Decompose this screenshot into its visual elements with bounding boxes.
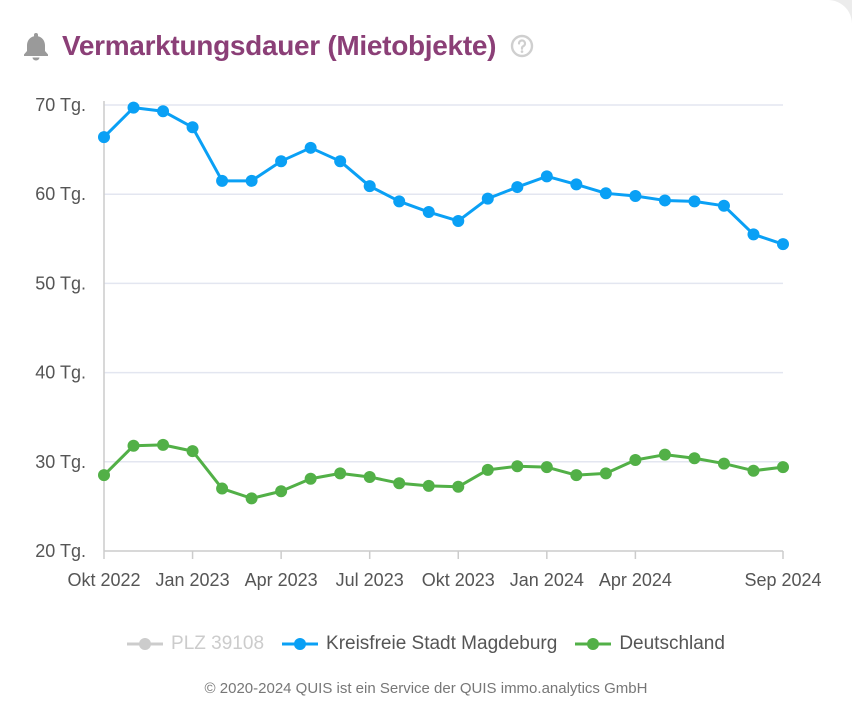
data-point[interactable] bbox=[570, 469, 583, 482]
series-line bbox=[102, 106, 784, 246]
data-point[interactable] bbox=[599, 187, 612, 200]
data-point[interactable] bbox=[275, 155, 288, 168]
data-point[interactable] bbox=[629, 454, 642, 467]
y-tick-label: 40 Tg. bbox=[35, 363, 86, 383]
data-point[interactable] bbox=[275, 485, 288, 498]
data-point[interactable] bbox=[452, 480, 465, 493]
data-point[interactable] bbox=[688, 195, 701, 208]
data-point[interactable] bbox=[127, 101, 140, 114]
legend-item-plz-39108[interactable]: PLZ 39108 bbox=[127, 633, 264, 655]
data-point[interactable] bbox=[511, 181, 524, 194]
data-point[interactable] bbox=[304, 472, 317, 485]
legend-item-deutschland[interactable]: Deutschland bbox=[575, 633, 725, 655]
legend-marker-plz-icon bbox=[127, 638, 164, 650]
question-circle-icon[interactable] bbox=[510, 34, 534, 58]
data-point[interactable] bbox=[540, 461, 553, 474]
y-tick-label: 20 Tg. bbox=[35, 541, 86, 561]
x-tick-label: Apr 2024 bbox=[599, 570, 672, 590]
data-point[interactable] bbox=[393, 195, 406, 208]
data-point[interactable] bbox=[422, 206, 435, 219]
legend-label: Kreisfreie Stadt Magdeburg bbox=[326, 633, 558, 654]
data-point[interactable] bbox=[98, 469, 110, 482]
x-tick-label: Jan 2023 bbox=[156, 570, 230, 590]
legend-label: Deutschland bbox=[619, 633, 725, 654]
series-kreisfreie-stadt-magdeburg bbox=[98, 101, 789, 251]
data-point[interactable] bbox=[363, 470, 376, 483]
series-layer bbox=[98, 101, 789, 505]
x-tick-label: Okt 2023 bbox=[422, 570, 495, 590]
data-point[interactable] bbox=[658, 448, 671, 461]
data-point[interactable] bbox=[688, 452, 701, 465]
data-point[interactable] bbox=[658, 194, 671, 207]
data-point[interactable] bbox=[186, 445, 199, 458]
data-point[interactable] bbox=[216, 174, 229, 187]
data-point[interactable] bbox=[334, 155, 347, 168]
data-point[interactable] bbox=[481, 192, 494, 205]
data-point[interactable] bbox=[393, 477, 406, 490]
data-point[interactable] bbox=[186, 121, 199, 134]
data-point[interactable] bbox=[717, 199, 730, 212]
data-point[interactable] bbox=[777, 461, 789, 474]
y-axis: 20 Tg. 30 Tg. 40 Tg. 50 Tg. 60 Tg. 70 Tg. bbox=[35, 95, 105, 561]
y-tick-label: 30 Tg. bbox=[35, 452, 86, 472]
bell-icon[interactable] bbox=[22, 30, 52, 62]
series-line bbox=[102, 443, 784, 500]
data-point[interactable] bbox=[511, 460, 524, 473]
data-point[interactable] bbox=[245, 492, 258, 505]
legend-marker-deutschland-icon bbox=[575, 638, 612, 650]
data-point[interactable] bbox=[157, 438, 170, 451]
line-chart: 20 Tg. 30 Tg. 40 Tg. 50 Tg. 60 Tg. 70 Tg. Okt… bbox=[35, 95, 822, 590]
x-tick-label: Apr 2023 bbox=[245, 570, 318, 590]
series-deutschland bbox=[98, 438, 789, 505]
copyright-footer: © 2020-2024 QUIS ist ein Service der QUI… bbox=[204, 680, 648, 697]
data-point[interactable] bbox=[747, 228, 760, 241]
chart-title: Vermarktungsdauer (Mietobjekte) bbox=[62, 30, 497, 61]
data-point[interactable] bbox=[422, 479, 435, 492]
data-point[interactable] bbox=[747, 464, 760, 477]
data-point[interactable] bbox=[216, 482, 229, 495]
y-tick-label: 60 Tg. bbox=[35, 184, 86, 204]
x-tick-label: Jul 2023 bbox=[336, 570, 404, 590]
x-axis: Okt 2022 Jan 2023 Apr 2023 Jul 2023 Okt 2023… bbox=[67, 550, 822, 590]
data-point[interactable] bbox=[363, 180, 376, 193]
legend-label: PLZ 39108 bbox=[171, 633, 265, 654]
legend-marker-magdeburg-icon bbox=[282, 638, 319, 650]
chart-legend: PLZ 39108 Kreisfreie Stadt Magdeburg Deu… bbox=[0, 633, 852, 655]
y-tick-label: 70 Tg. bbox=[35, 95, 86, 115]
data-point[interactable] bbox=[127, 439, 140, 452]
data-point[interactable] bbox=[304, 141, 317, 154]
data-point[interactable] bbox=[570, 178, 583, 191]
x-tick-label: Sep 2024 bbox=[744, 570, 821, 590]
card-header: Vermarktungsdauer (Mietobjekte) bbox=[22, 28, 534, 64]
data-point[interactable] bbox=[452, 214, 465, 227]
legend-item-magdeburg[interactable]: Kreisfreie Stadt Magdeburg bbox=[282, 633, 557, 655]
data-point[interactable] bbox=[245, 174, 258, 187]
data-point[interactable] bbox=[98, 131, 110, 144]
data-point[interactable] bbox=[717, 457, 730, 470]
x-tick-label: Jan 2024 bbox=[510, 570, 584, 590]
data-point[interactable] bbox=[540, 170, 553, 183]
data-point[interactable] bbox=[157, 105, 170, 118]
data-point[interactable] bbox=[481, 463, 494, 476]
y-tick-label: 50 Tg. bbox=[35, 273, 86, 293]
data-point[interactable] bbox=[629, 189, 642, 202]
data-point[interactable] bbox=[599, 467, 612, 480]
grid-lines bbox=[104, 104, 783, 463]
data-point[interactable] bbox=[777, 238, 789, 251]
data-point[interactable] bbox=[334, 467, 347, 480]
x-tick-label: Okt 2022 bbox=[67, 570, 140, 590]
